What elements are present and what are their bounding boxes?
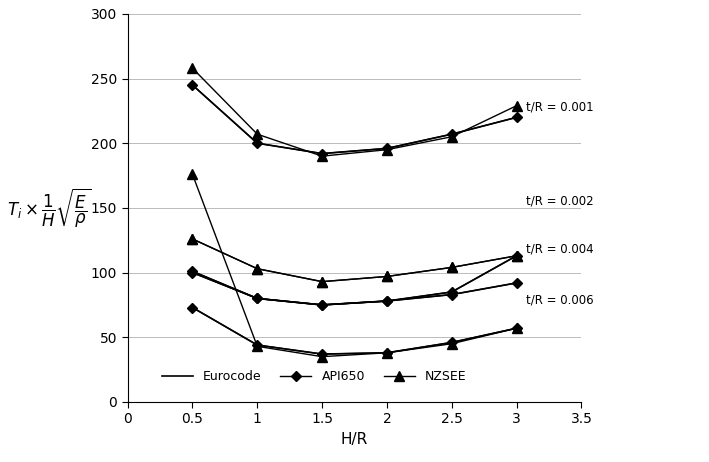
X-axis label: H/R: H/R (341, 432, 368, 447)
Text: t/R = 0.004: t/R = 0.004 (525, 243, 593, 256)
Legend: Eurocode, API650, NZSEE: Eurocode, API650, NZSEE (157, 365, 471, 388)
Text: $T_i \times \dfrac{1}{H}\sqrt{\dfrac{E}{\rho}}$: $T_i \times \dfrac{1}{H}\sqrt{\dfrac{E}{… (7, 186, 91, 230)
Text: t/R = 0.001: t/R = 0.001 (525, 101, 593, 114)
Text: t/R = 0.002: t/R = 0.002 (525, 195, 593, 208)
Text: t/R = 0.006: t/R = 0.006 (525, 293, 593, 306)
